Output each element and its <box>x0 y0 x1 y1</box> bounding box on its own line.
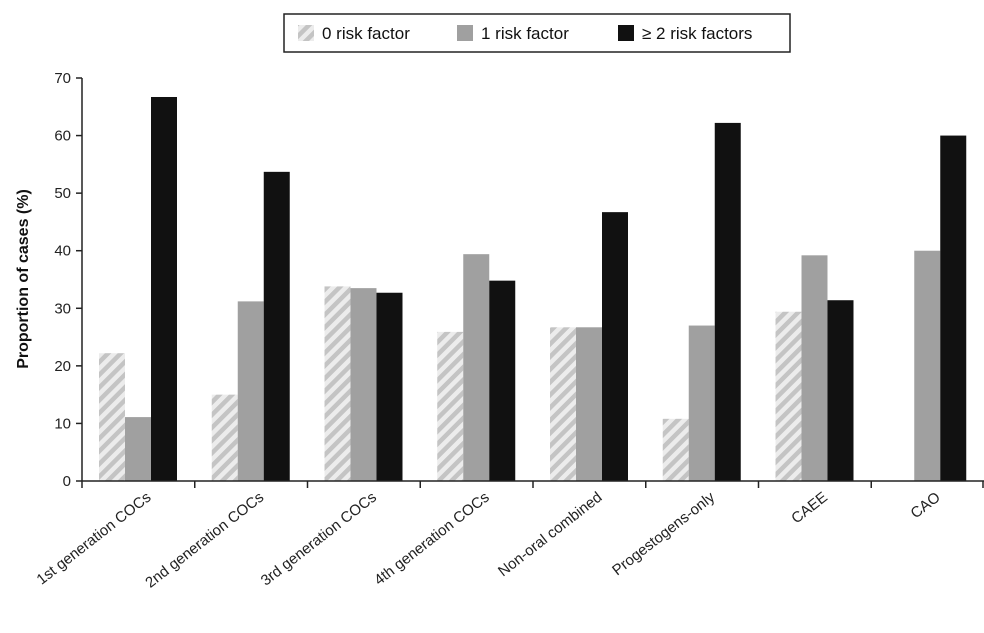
legend-label: 0 risk factor <box>322 24 410 43</box>
bar-two-plus-risk <box>714 122 741 482</box>
y-tick-label: 10 <box>54 415 71 432</box>
bar-zero-risk <box>775 311 802 481</box>
y-axis-label: Proportion of cases (%) <box>15 189 32 369</box>
y-tick-label: 20 <box>54 358 71 375</box>
bar-two-plus-risk <box>489 280 516 481</box>
category-label: 2nd generation COCs <box>142 489 267 592</box>
y-tick-label: 70 <box>54 70 71 87</box>
bar-zero-risk <box>550 327 576 481</box>
bar-one-risk <box>125 417 151 481</box>
y-tick-label: 60 <box>54 128 71 145</box>
bar-one-risk <box>688 325 715 481</box>
category-label: 1st generation COCs <box>34 489 155 589</box>
bar-two-plus-risk <box>151 96 177 482</box>
bar-two-plus-risk <box>827 300 854 481</box>
category-label: 3rd generation COCs <box>258 489 380 590</box>
bar-one-risk <box>914 250 941 481</box>
y-axis: 0 10 20 30 40 50 60 70 <box>54 70 83 490</box>
bar-one-risk <box>801 255 828 481</box>
bar-one-risk <box>576 327 602 481</box>
bar-two-plus-risk <box>940 135 967 482</box>
bar-zero-risk <box>437 331 464 481</box>
y-tick-label: 40 <box>54 243 71 260</box>
category-label: Progestogens-only <box>609 488 718 579</box>
bar-one-risk <box>350 288 377 481</box>
bar-two-plus-risk <box>263 171 290 481</box>
bar-zero-risk <box>99 353 125 481</box>
bar-one-risk <box>463 254 490 481</box>
legend-label: ≥ 2 risk factors <box>642 24 752 43</box>
y-tick-label: 30 <box>54 300 71 317</box>
category-label: Non-oral combined <box>495 489 605 580</box>
legend-label: 1 risk factor <box>481 24 569 43</box>
y-tick-label: 50 <box>54 185 71 202</box>
category-label: CAO <box>908 489 944 522</box>
legend-swatch <box>457 25 473 41</box>
category-label: 4th generation COCs <box>371 489 493 589</box>
legend-box <box>283 13 791 53</box>
bar-zero-risk <box>662 418 689 481</box>
bar-zero-risk <box>211 394 238 481</box>
bars <box>99 96 967 482</box>
bar-zero-risk <box>324 286 351 481</box>
bar-two-plus-risk <box>376 292 403 481</box>
legend-swatch <box>618 25 634 41</box>
legend: 0 risk factor 1 risk factor ≥ 2 risk facto… <box>283 13 791 53</box>
bar-one-risk <box>237 301 264 481</box>
bar-two-plus-risk <box>602 212 628 482</box>
category-label: CAEE <box>788 489 831 528</box>
legend-swatch <box>298 25 314 41</box>
y-tick-label: 0 <box>63 473 71 490</box>
